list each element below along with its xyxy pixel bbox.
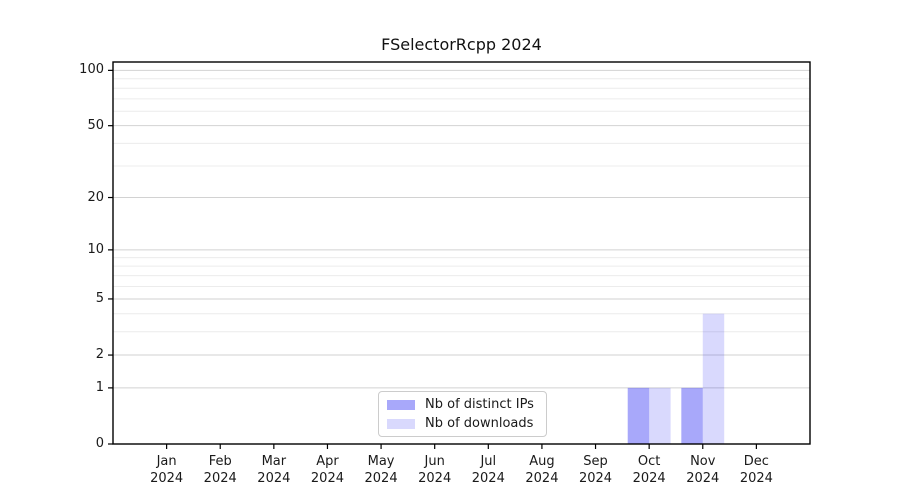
- x-tick-label: Nov 2024: [686, 454, 720, 486]
- x-tick-label: Apr 2024: [310, 454, 344, 486]
- x-tick-label: Jan 2024: [150, 454, 184, 486]
- legend-label-distinct-ips: Nb of distinct IPs: [425, 397, 534, 412]
- y-tick-label: 1: [95, 379, 104, 395]
- x-tick-label: Aug 2024: [525, 454, 559, 486]
- x-tick-label: May 2024: [364, 454, 398, 486]
- y-tick-label: 0: [95, 436, 104, 451]
- axes-spines: [112, 61, 811, 445]
- x-tick-label: Dec 2024: [739, 454, 773, 486]
- y-tick-label: 10: [87, 241, 104, 257]
- chart-title: FSelectorRcpp 2024: [381, 35, 542, 54]
- legend-swatch-distinct-ips: [387, 399, 415, 410]
- y-tick-label: 5: [95, 290, 104, 306]
- x-tick-label: Jun 2024: [418, 454, 452, 486]
- x-tick-label: Jul 2024: [471, 454, 505, 486]
- x-tick-label: Oct 2024: [632, 454, 666, 486]
- y-tick-label: 20: [87, 189, 104, 205]
- bar-nb-of-distinct-ips-nov: [681, 387, 703, 444]
- y-tick-label: 50: [87, 117, 104, 133]
- y-tick-label: 100: [79, 62, 104, 78]
- legend-swatch-downloads: [387, 418, 415, 429]
- bar-nb-of-distinct-ips-oct: [627, 387, 650, 444]
- legend: Nb of distinct IPs Nb of downloads: [378, 391, 547, 437]
- x-tick-label: Sep 2024: [578, 454, 613, 486]
- legend-item-downloads: Nb of downloads: [387, 416, 546, 431]
- bar-nb-of-downloads-oct: [649, 387, 671, 444]
- bar-nb-of-downloads-nov: [702, 313, 725, 444]
- x-tick-label: Mar 2024: [257, 454, 291, 486]
- y-tick-label: 2: [95, 347, 104, 363]
- legend-label-downloads: Nb of downloads: [425, 416, 534, 431]
- legend-item-distinct-ips: Nb of distinct IPs: [387, 397, 546, 412]
- x-tick-label: Feb 2024: [203, 454, 237, 486]
